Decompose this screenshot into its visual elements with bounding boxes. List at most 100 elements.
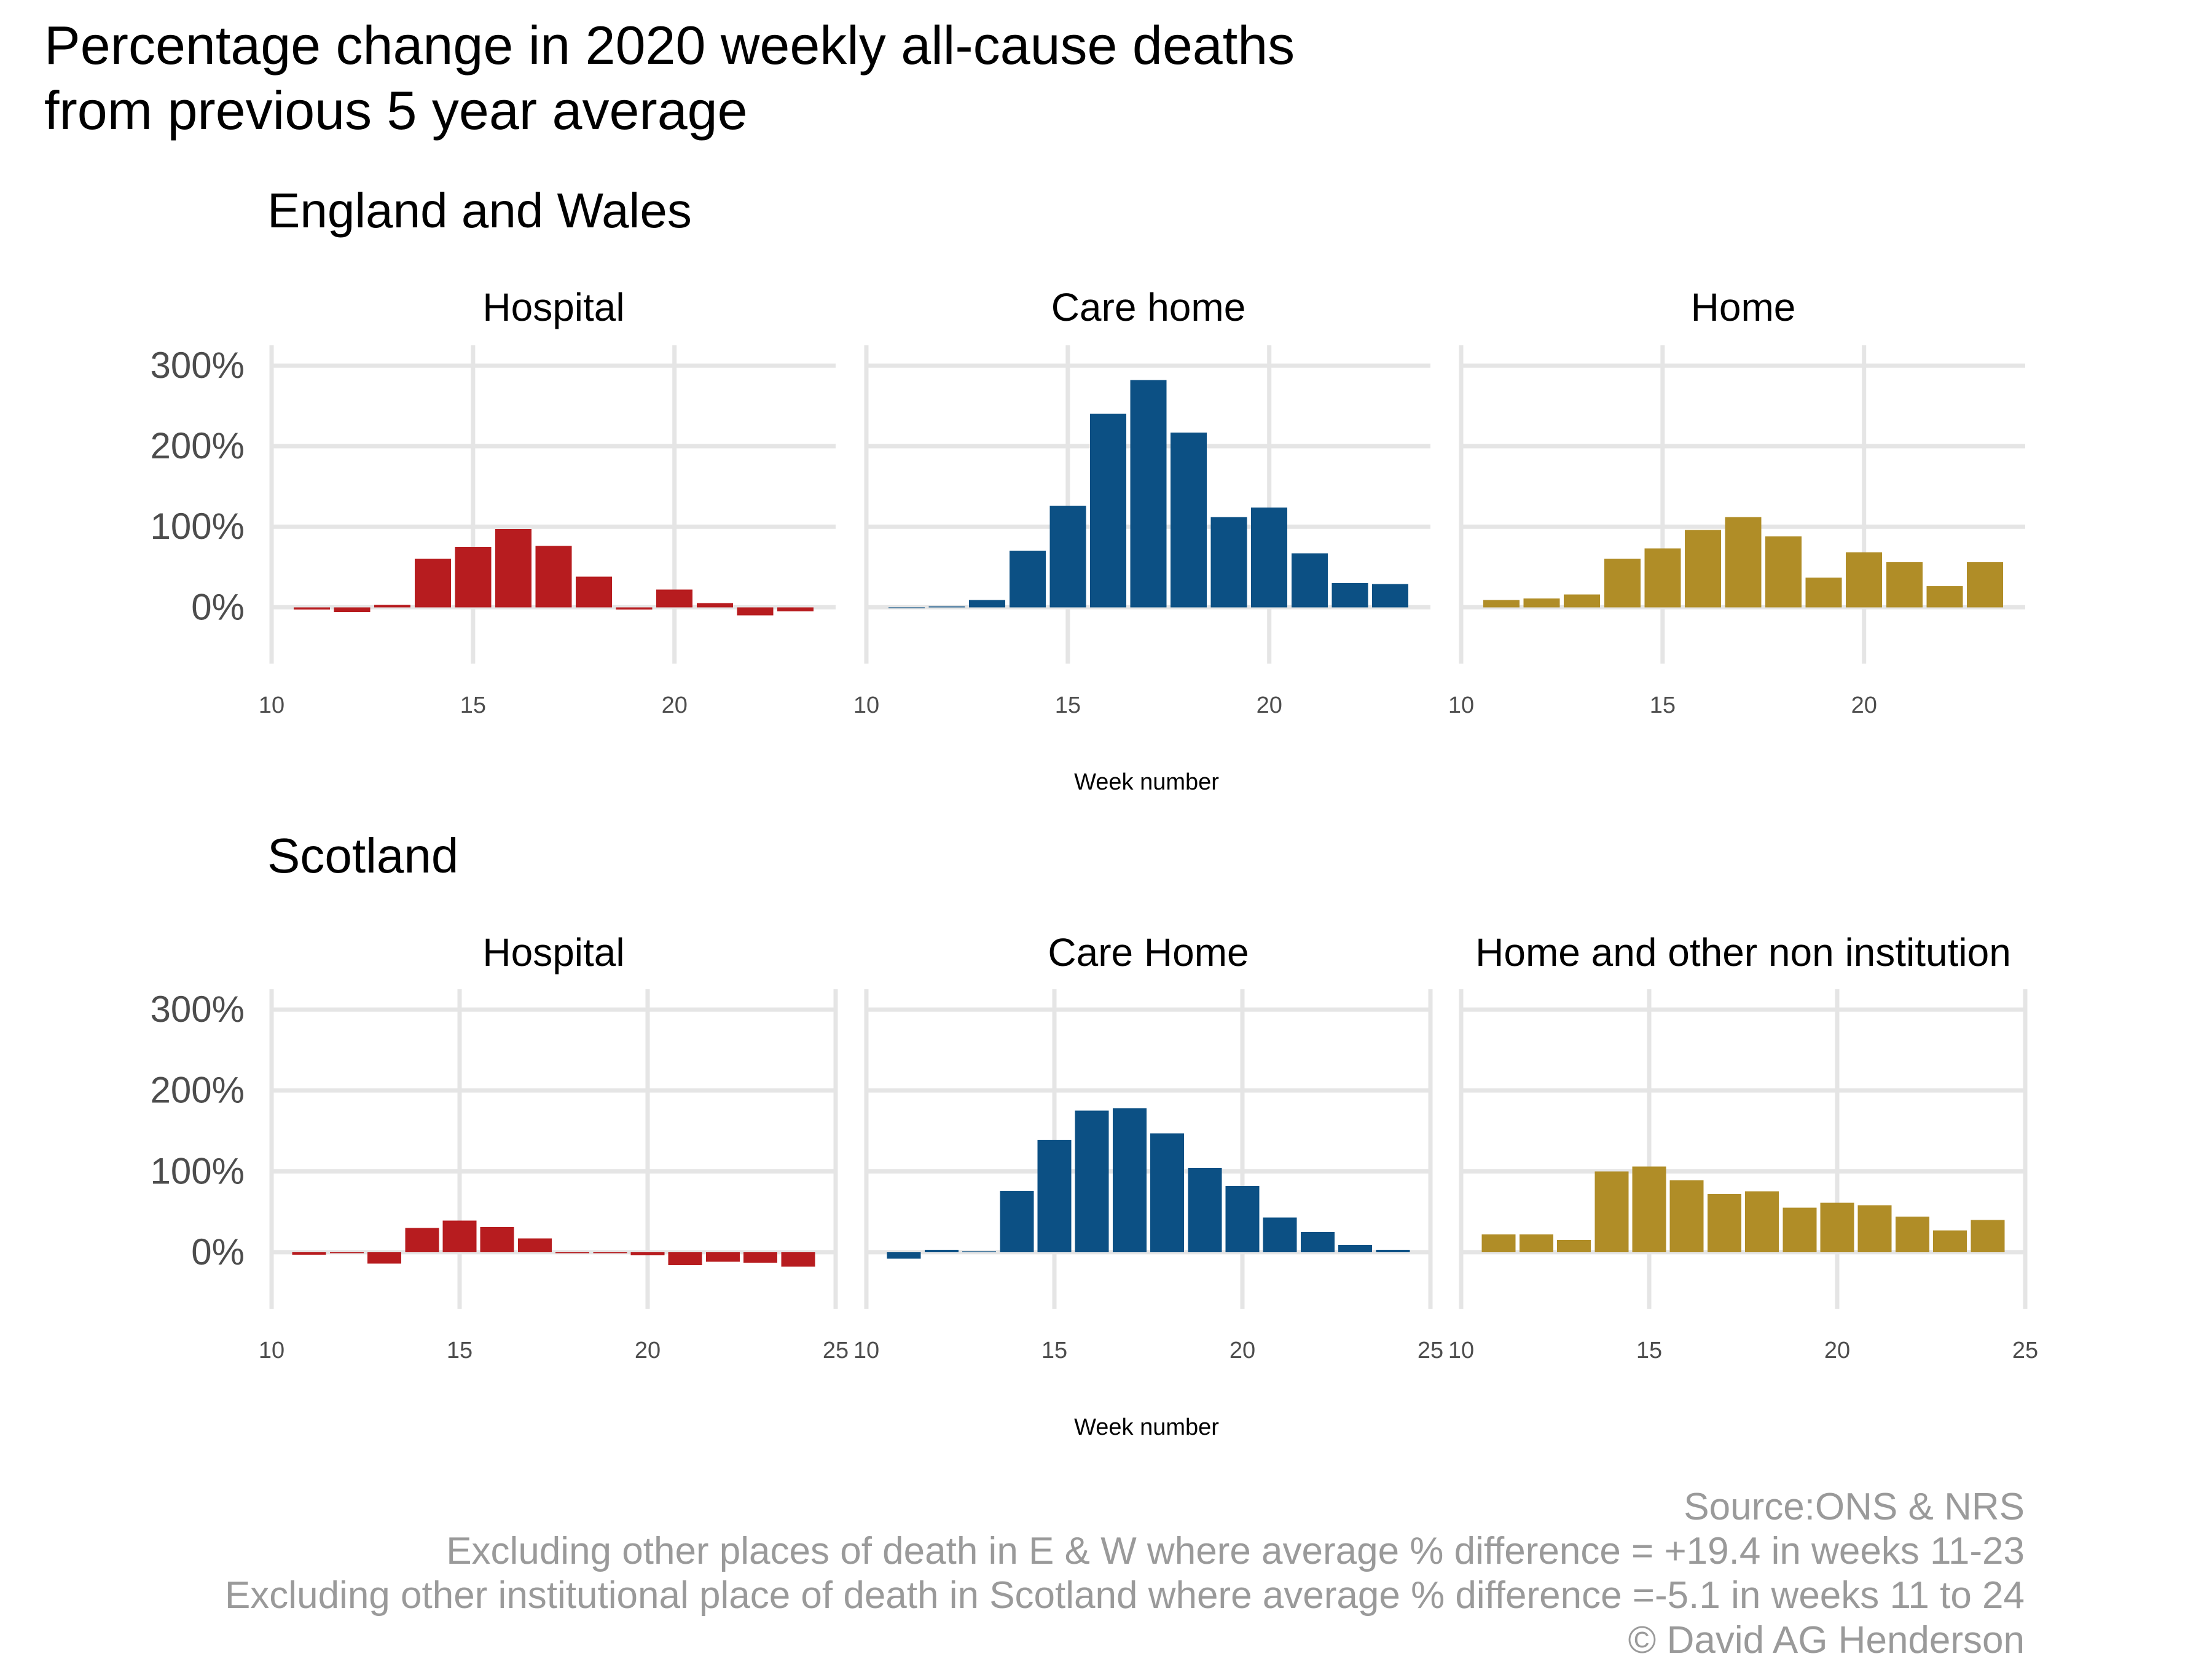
x-tick-label: 10 — [259, 1338, 284, 1363]
bar-week-23 — [1933, 1230, 1967, 1252]
bar-week-14 — [1604, 559, 1641, 608]
bar-week-19 — [1188, 1168, 1222, 1252]
bar-week-22 — [1332, 582, 1368, 608]
bar-week-19 — [593, 1252, 627, 1253]
bar-week-20 — [656, 589, 693, 608]
bar-week-14 — [1594, 1171, 1629, 1252]
x-tick-label: 20 — [1851, 692, 1877, 718]
panel-title: Hospital — [482, 930, 624, 975]
x-tick-label: 10 — [259, 692, 284, 718]
bar-week-13 — [1557, 1240, 1591, 1252]
bar-week-13 — [1564, 594, 1601, 608]
x-tick-label: 10 — [1448, 692, 1474, 718]
bar-week-21 — [696, 603, 733, 608]
panel-title: Care home — [1051, 285, 1246, 329]
bar-week-12 — [334, 607, 371, 613]
bar-week-13 — [969, 600, 1006, 608]
bar-week-12 — [924, 1249, 959, 1252]
bar-week-14 — [1000, 1190, 1034, 1252]
panel-hospital: Hospital 10 15 20 25 — [259, 930, 849, 1363]
bar-week-22 — [705, 1252, 740, 1262]
bar-week-23 — [1966, 562, 2003, 608]
bar-week-11 — [1483, 600, 1520, 608]
x-tick-label: 25 — [2012, 1338, 2038, 1363]
section-title: Scotland — [267, 828, 458, 883]
caption-ew-note: Excluding other places of death in E & W… — [446, 1530, 2025, 1572]
bar-week-17 — [1707, 1194, 1741, 1252]
x-tick-label: 20 — [1824, 1338, 1850, 1363]
caption-copyright: © David AG Henderson — [1628, 1619, 2025, 1659]
bar-week-17 — [1112, 1108, 1147, 1252]
bar-week-19 — [1783, 1207, 1817, 1252]
bar-week-21 — [1291, 553, 1328, 608]
bar-week-17 — [535, 546, 572, 608]
caption: Source:ONS & NRS Excluding other places … — [225, 1486, 2025, 1659]
caption-source: Source:ONS & NRS — [1684, 1486, 2025, 1528]
main-title-line-2: from previous 5 year average — [44, 80, 748, 141]
bar-week-14 — [414, 559, 451, 608]
panel-title: Home and other non institution — [1475, 930, 2011, 975]
bar-week-21 — [1886, 562, 1923, 608]
x-tick-label: 25 — [1418, 1338, 1443, 1363]
bar-week-16 — [1089, 414, 1126, 608]
bar-week-23 — [1338, 1245, 1373, 1252]
x-tick-label: 20 — [1257, 692, 1282, 718]
bar-week-22 — [1300, 1232, 1335, 1252]
y-tick-label: 100% — [151, 1150, 245, 1191]
bar-week-21 — [1857, 1205, 1892, 1252]
bar-week-24 — [781, 1252, 815, 1267]
bar-week-20 — [630, 1252, 665, 1256]
bar-week-20 — [1251, 507, 1288, 608]
x-tick-label: 15 — [447, 1338, 473, 1363]
bar-week-12 — [1523, 598, 1560, 608]
x-tick-label: 15 — [1041, 1338, 1067, 1363]
bar-week-16 — [1669, 1180, 1704, 1252]
bar-week-22 — [737, 607, 774, 616]
bar-week-18 — [555, 1252, 590, 1253]
x-tick-label: 10 — [1448, 1338, 1474, 1363]
bar-week-17 — [1130, 380, 1167, 608]
bar-week-16 — [1075, 1110, 1109, 1252]
y-tick-label: 200% — [151, 1070, 245, 1111]
bar-week-15 — [1644, 548, 1681, 608]
bar-week-16 — [480, 1227, 514, 1252]
y-tick-label: 300% — [151, 989, 245, 1030]
bar-week-11 — [888, 607, 925, 608]
bar-week-18 — [1171, 432, 1207, 608]
panel-title: Hospital — [482, 285, 624, 329]
panel-home-and-other-non-institution: Home and other non institution 10 15 20 25 — [1448, 930, 2038, 1363]
x-tick-label: 15 — [1636, 1338, 1662, 1363]
y-tick-label: 0% — [191, 586, 245, 627]
scotland-section: Scotland Hospital 10 15 20 25 0% 100% 200% 300% Ca… — [151, 828, 2039, 1440]
bar-week-14 — [405, 1228, 439, 1252]
panel-hospital: Hospital 10 15 20 — [259, 285, 836, 718]
bar-week-19 — [616, 607, 653, 610]
bar-week-19 — [1805, 577, 1842, 608]
bar-week-15 — [455, 546, 492, 608]
bar-week-13 — [367, 1252, 402, 1264]
bar-week-12 — [329, 1252, 364, 1253]
bar-week-11 — [294, 607, 331, 610]
bar-week-11 — [292, 1252, 326, 1255]
bar-week-11 — [1481, 1234, 1516, 1252]
bar-week-11 — [887, 1252, 921, 1259]
bar-week-18 — [1765, 536, 1802, 608]
bar-week-15 — [1049, 506, 1086, 608]
x-tick-label: 20 — [662, 692, 688, 718]
panel-care-home: Care Home 10 15 20 25 — [853, 930, 1443, 1363]
x-tick-label: 10 — [853, 1338, 879, 1363]
x-tick-label: 10 — [853, 692, 879, 718]
bar-week-13 — [962, 1251, 997, 1253]
bar-week-12 — [1519, 1234, 1553, 1252]
x-tick-label: 25 — [823, 1338, 849, 1363]
bar-week-20 — [1225, 1186, 1260, 1252]
panel-title: Home — [1691, 285, 1796, 329]
section-title: England and Wales — [267, 183, 692, 238]
bar-week-20 — [1820, 1202, 1854, 1252]
x-axis-label: Week number — [1074, 1414, 1219, 1440]
x-axis-label: Week number — [1074, 769, 1219, 795]
y-tick-label: 100% — [151, 506, 245, 547]
bar-week-24 — [1376, 1249, 1410, 1252]
panel-title: Care Home — [1048, 930, 1249, 975]
